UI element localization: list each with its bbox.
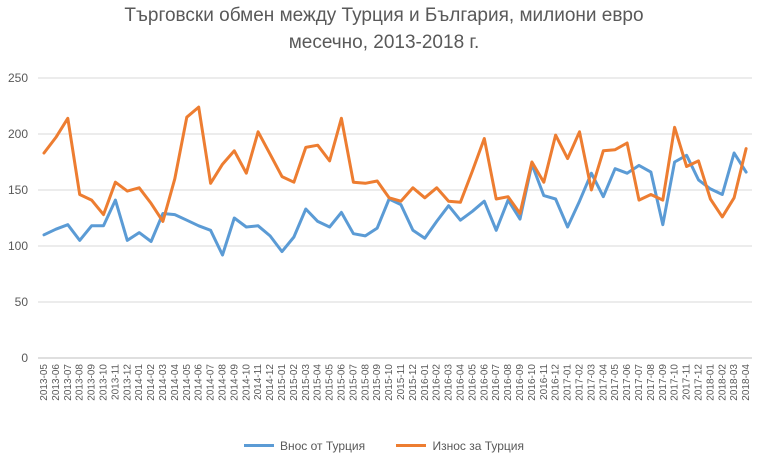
legend-item-export: Износ за Турция: [396, 439, 524, 453]
x-tick-label: 2016-09: [515, 364, 526, 401]
x-tick-label: 2016-07: [491, 364, 502, 401]
x-tick-label: 2017-06: [622, 364, 633, 401]
x-tick-label: 2014-10: [241, 364, 252, 401]
y-tick-label: 200: [8, 127, 28, 141]
x-tick-label: 2015-02: [289, 364, 300, 401]
chart-title-line-1: Търговски обмен между Турция и България,…: [124, 5, 644, 26]
y-tick-label: 0: [21, 351, 28, 365]
x-tick-label: 2015-05: [325, 364, 336, 401]
x-tick-label: 2015-03: [301, 364, 312, 401]
x-tick-label: 2014-04: [170, 364, 181, 401]
x-tick-label: 2015-08: [360, 364, 371, 401]
x-tick-label: 2018-01: [705, 364, 716, 401]
x-tick-label: 2013-11: [110, 364, 121, 400]
x-tick-label: 2015-09: [372, 364, 383, 401]
y-tick-label: 50: [15, 295, 29, 309]
x-tick-label: 2015-06: [336, 364, 347, 401]
legend-label-export: Износ за Турция: [432, 438, 525, 453]
x-tick-label: 2016-12: [551, 364, 562, 401]
x-axis-ticks: 2013-05 2013-06 2013-07 2013-08 2013-09 2013-…: [39, 364, 752, 401]
series-lines: [42, 105, 748, 257]
x-tick-label: 2014-03: [158, 364, 169, 401]
x-tick-label: 2016-08: [503, 364, 514, 401]
x-tick-label: 2016-10: [527, 364, 538, 401]
x-tick-label: 2017-02: [574, 364, 585, 401]
x-tick-label: 2018-02: [717, 364, 728, 401]
x-tick-label: 2017-03: [586, 364, 597, 401]
x-tick-label: 2014-05: [182, 364, 193, 401]
chart-title-line-2: месечно, 2013-2018 г.: [288, 32, 480, 53]
x-tick-label: 2014-07: [206, 364, 217, 401]
series-line-import: [42, 151, 748, 257]
y-tick-label: 250: [8, 71, 28, 85]
x-tick-label: 2015-07: [348, 364, 359, 401]
x-tick-label: 2013-05: [39, 364, 50, 401]
x-tick-label: 2017-08: [646, 364, 657, 401]
x-tick-label: 2017-01: [563, 364, 574, 401]
x-tick-label: 2013-09: [87, 364, 98, 401]
y-tick-label: 100: [8, 239, 28, 253]
x-tick-label: 2015-04: [313, 364, 324, 401]
x-tick-label: 2016-11: [539, 364, 550, 400]
x-tick-label: 2014-09: [229, 364, 240, 401]
x-tick-label: 2016-03: [444, 364, 455, 401]
x-tick-label: 2014-06: [194, 364, 205, 401]
x-tick-label: 2014-12: [265, 364, 276, 401]
x-tick-label: 2017-04: [598, 364, 609, 401]
x-tick-label: 2016-01: [420, 364, 431, 401]
legend-label-import: Внос от Турция: [279, 438, 366, 453]
x-tick-label: 2017-05: [610, 364, 621, 401]
x-tick-label: 2015-01: [277, 364, 288, 401]
legend-swatch-import: [243, 444, 274, 447]
x-tick-label: 2017-11: [682, 364, 693, 400]
x-tick-label: 2016-02: [432, 364, 443, 401]
x-tick-label: 2014-02: [146, 364, 157, 401]
x-tick-label: 2013-08: [75, 364, 86, 401]
x-tick-label: 2013-07: [63, 364, 74, 401]
x-tick-label: 2016-06: [479, 364, 490, 401]
x-tick-label: 2014-01: [134, 364, 145, 401]
legend-swatch-export: [396, 444, 427, 447]
x-tick-label: 2017-12: [693, 364, 704, 401]
x-tick-label: 2014-08: [217, 364, 228, 401]
legend: Внос от Турция Износ за Турция: [0, 436, 768, 453]
gridlines: [38, 77, 752, 359]
y-tick-label: 150: [8, 183, 28, 197]
x-tick-label: 2013-06: [51, 364, 62, 401]
legend-item-import: Внос от Турция: [243, 438, 366, 453]
x-tick-label: 2015-11: [396, 364, 407, 400]
series-line-export: [42, 105, 748, 223]
x-tick-label: 2016-04: [455, 364, 466, 401]
x-tick-label: 2013-12: [122, 364, 133, 401]
x-tick-label: 2017-09: [658, 364, 669, 401]
x-tick-label: 2015-12: [408, 364, 419, 401]
x-tick-label: 2018-04: [741, 364, 752, 401]
chart-title: Търговски обмен между Турция и България,…: [0, 2, 768, 56]
x-tick-label: 2018-03: [729, 364, 740, 401]
y-axis-ticks: 0 50 100 150 200 250: [8, 71, 28, 365]
x-tick-label: 2017-07: [634, 364, 645, 401]
x-tick-label: 2014-11: [253, 364, 264, 400]
x-tick-label: 2016-05: [467, 364, 478, 401]
x-tick-label: 2017-10: [670, 364, 681, 401]
x-tick-label: 2013-10: [98, 364, 109, 401]
x-tick-label: 2015-10: [384, 364, 395, 401]
